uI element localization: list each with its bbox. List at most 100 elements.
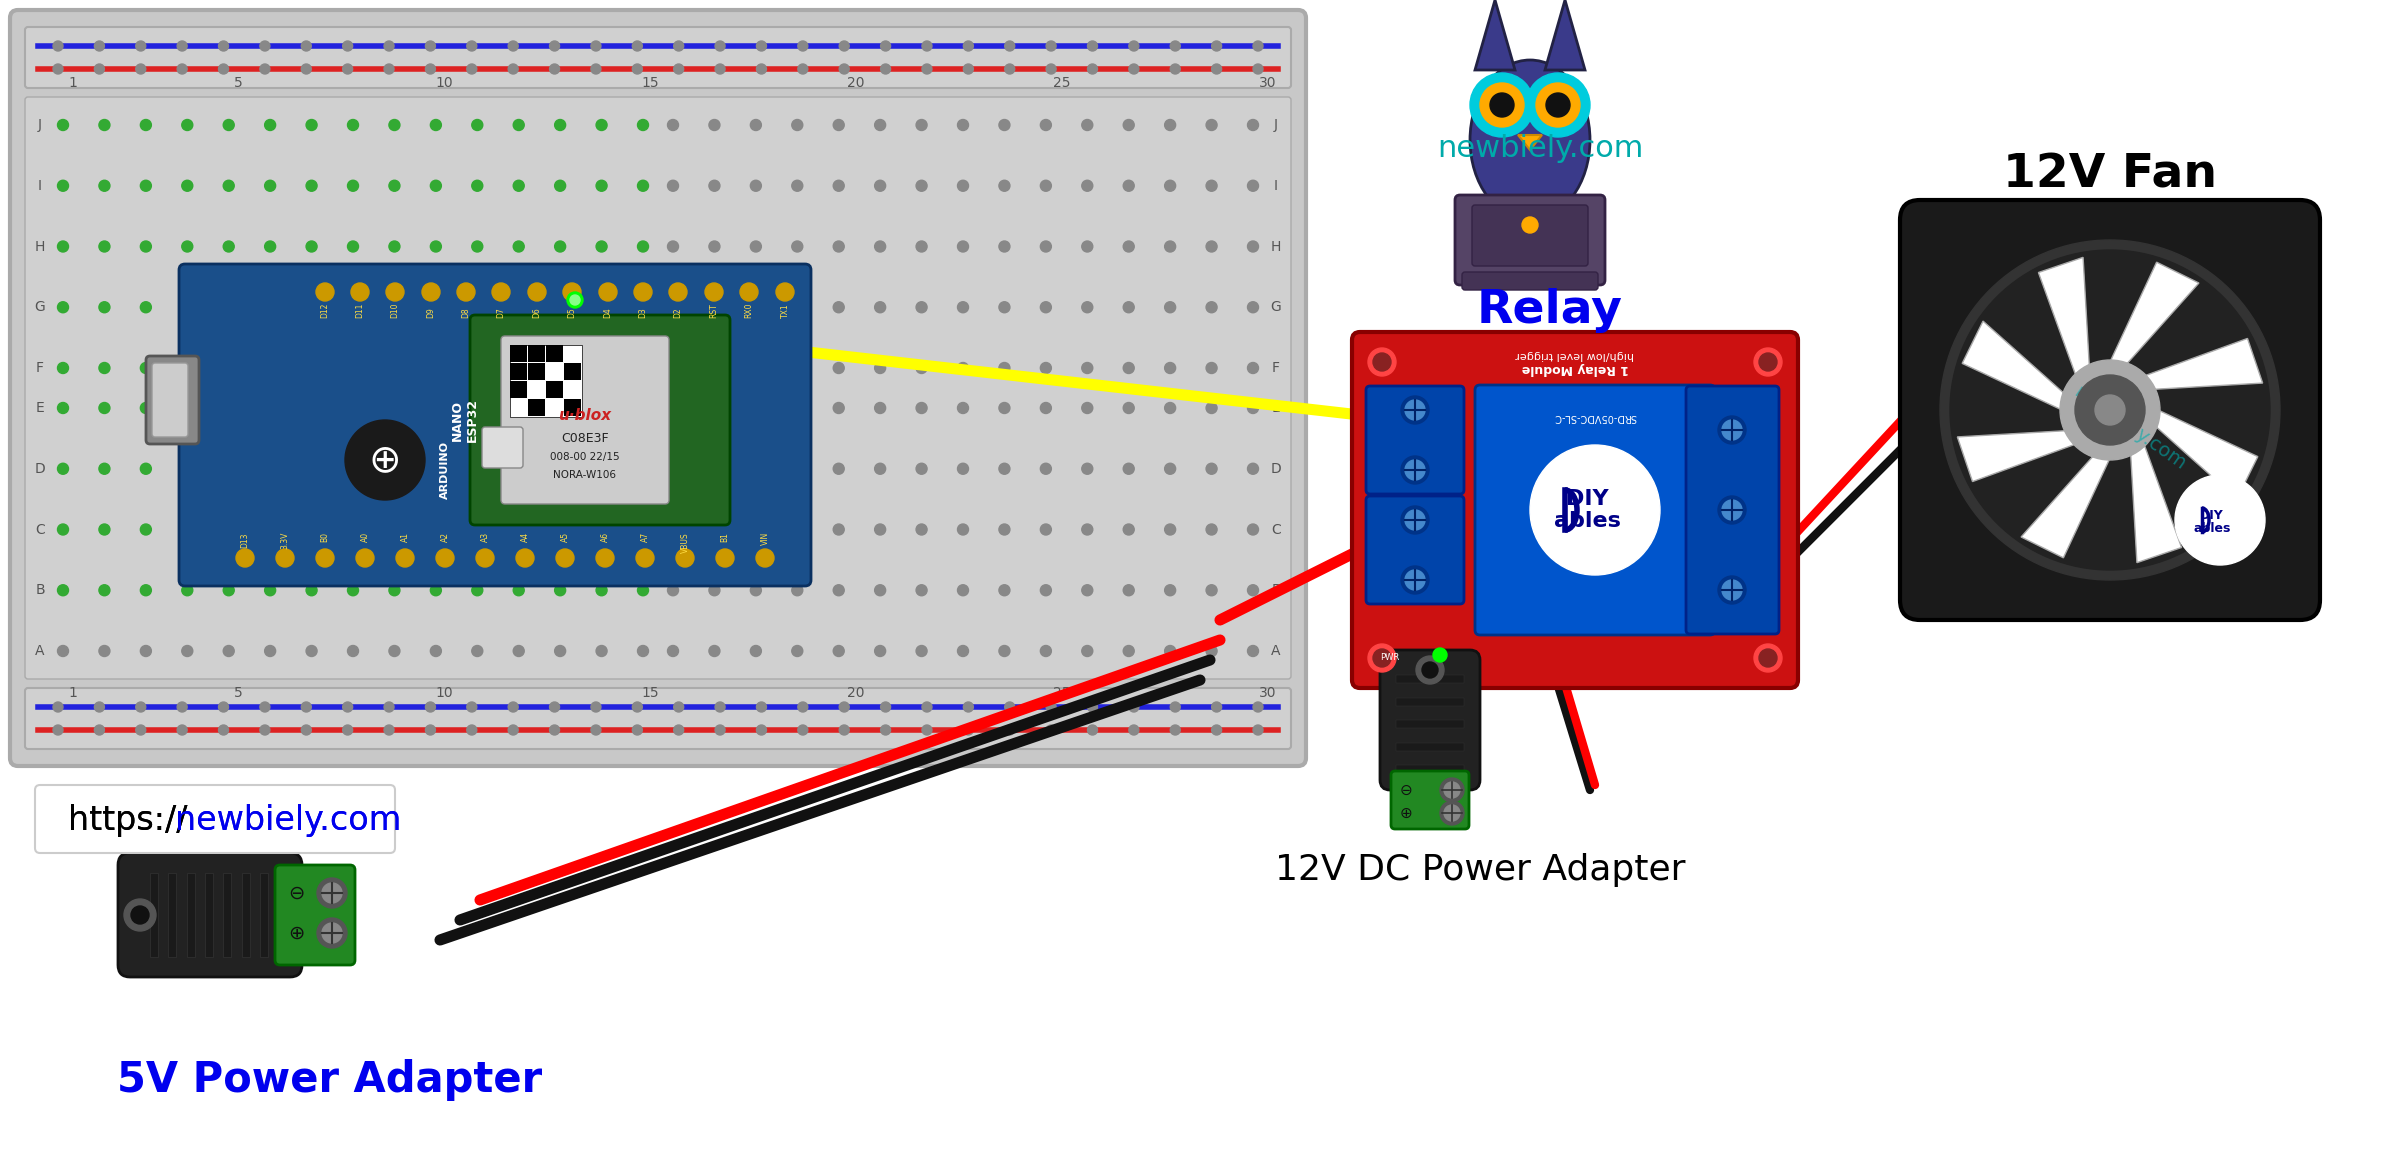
Circle shape <box>57 302 69 313</box>
Text: G: G <box>1270 300 1282 314</box>
Circle shape <box>265 585 276 595</box>
Circle shape <box>1406 510 1425 530</box>
Circle shape <box>1082 463 1094 474</box>
Circle shape <box>555 242 565 252</box>
Circle shape <box>1423 662 1437 678</box>
Circle shape <box>1165 180 1175 191</box>
Circle shape <box>639 403 648 413</box>
Circle shape <box>100 242 110 252</box>
Circle shape <box>1253 41 1263 51</box>
Text: I: I <box>38 179 43 193</box>
FancyBboxPatch shape <box>24 27 1292 88</box>
Circle shape <box>512 585 524 595</box>
Circle shape <box>674 41 684 51</box>
Circle shape <box>141 524 153 534</box>
Bar <box>1396 720 1463 728</box>
Circle shape <box>265 463 276 474</box>
Text: newbiely.com: newbiely.com <box>1437 133 1644 162</box>
Circle shape <box>1046 64 1056 74</box>
Text: D3: D3 <box>639 307 648 317</box>
Circle shape <box>555 403 565 413</box>
Circle shape <box>317 548 334 567</box>
Bar <box>1396 742 1463 750</box>
Text: 1: 1 <box>69 686 76 700</box>
Circle shape <box>550 41 560 51</box>
Circle shape <box>1041 363 1051 373</box>
Text: 10: 10 <box>436 76 453 90</box>
FancyBboxPatch shape <box>153 363 188 436</box>
Text: D: D <box>36 462 45 476</box>
Circle shape <box>224 403 234 413</box>
Text: DIY
ables: DIY ables <box>1554 489 1620 531</box>
Circle shape <box>1246 119 1258 131</box>
Circle shape <box>265 524 276 534</box>
Circle shape <box>265 363 276 373</box>
Circle shape <box>708 463 720 474</box>
Circle shape <box>1401 456 1430 484</box>
Circle shape <box>998 403 1010 413</box>
Text: A1: A1 <box>400 532 410 541</box>
Circle shape <box>1525 74 1589 137</box>
Circle shape <box>791 363 803 373</box>
Circle shape <box>1246 302 1258 313</box>
Circle shape <box>1122 119 1134 131</box>
Circle shape <box>958 119 967 131</box>
Circle shape <box>791 302 803 313</box>
Circle shape <box>1206 242 1218 252</box>
Circle shape <box>882 725 891 735</box>
Polygon shape <box>2021 445 2116 558</box>
Circle shape <box>305 119 317 131</box>
Circle shape <box>1087 41 1099 51</box>
Circle shape <box>348 363 357 373</box>
Circle shape <box>667 645 679 657</box>
Circle shape <box>388 242 400 252</box>
Circle shape <box>305 242 317 252</box>
Text: high/low level trigger: high/low level trigger <box>1516 350 1635 359</box>
Text: u·blox: u·blox <box>558 408 612 422</box>
Circle shape <box>388 119 400 131</box>
Text: H: H <box>1270 239 1282 253</box>
Circle shape <box>677 548 693 567</box>
Circle shape <box>915 645 927 657</box>
Circle shape <box>141 363 153 373</box>
Circle shape <box>834 119 844 131</box>
Circle shape <box>431 403 441 413</box>
Circle shape <box>512 645 524 657</box>
Circle shape <box>791 242 803 252</box>
Circle shape <box>915 180 927 191</box>
Circle shape <box>1122 463 1134 474</box>
Circle shape <box>998 242 1010 252</box>
Bar <box>546 345 562 362</box>
Circle shape <box>639 524 648 534</box>
Circle shape <box>791 524 803 534</box>
Circle shape <box>670 284 686 301</box>
Circle shape <box>305 585 317 595</box>
Polygon shape <box>1956 429 2090 482</box>
Circle shape <box>472 463 484 474</box>
Circle shape <box>508 41 517 51</box>
Circle shape <box>1373 649 1392 668</box>
Circle shape <box>472 180 484 191</box>
Circle shape <box>343 703 353 712</box>
FancyBboxPatch shape <box>1365 496 1463 605</box>
Circle shape <box>317 918 348 948</box>
Circle shape <box>260 64 269 74</box>
Circle shape <box>305 403 317 413</box>
Circle shape <box>998 463 1010 474</box>
Circle shape <box>1416 656 1444 684</box>
Circle shape <box>741 284 758 301</box>
Circle shape <box>477 548 493 567</box>
Circle shape <box>915 463 927 474</box>
Circle shape <box>224 585 234 595</box>
Circle shape <box>998 363 1010 373</box>
Circle shape <box>998 180 1010 191</box>
Circle shape <box>922 41 932 51</box>
Circle shape <box>181 180 193 191</box>
Circle shape <box>305 363 317 373</box>
Text: Relay: Relay <box>1477 287 1623 333</box>
Circle shape <box>1046 703 1056 712</box>
Circle shape <box>591 64 601 74</box>
Circle shape <box>300 41 312 51</box>
Circle shape <box>1082 302 1094 313</box>
Circle shape <box>1940 240 2281 580</box>
